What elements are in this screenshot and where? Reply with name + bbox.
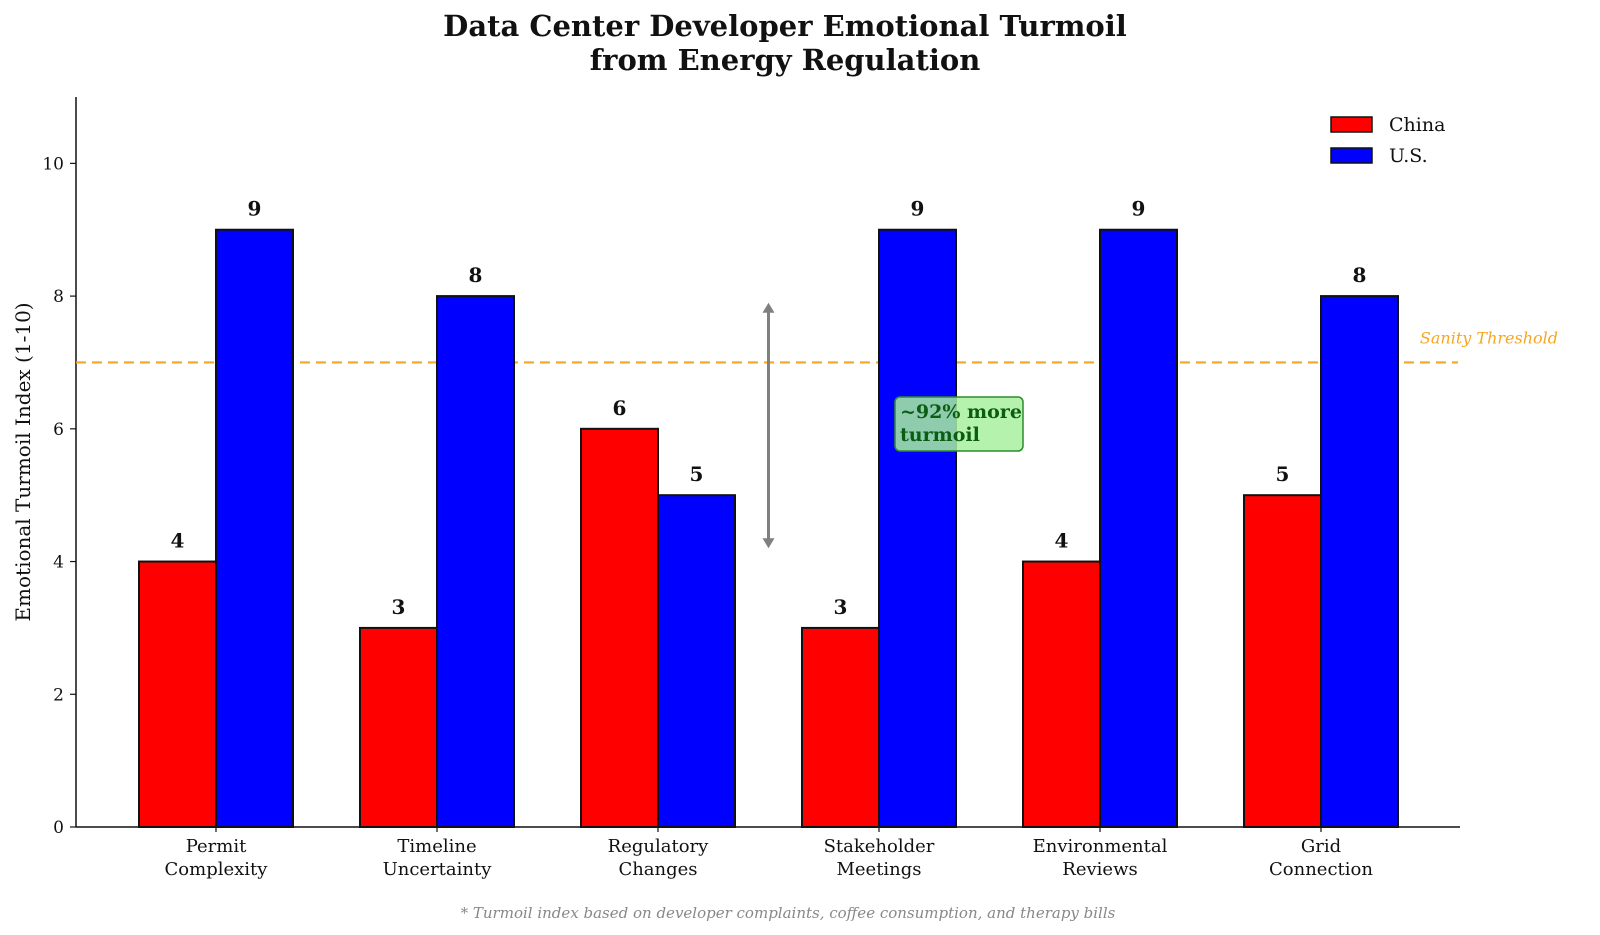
x-tick-label: Stakeholder bbox=[824, 836, 935, 857]
x-tick-label: Complexity bbox=[165, 859, 269, 880]
annotation-box bbox=[894, 396, 1024, 452]
bar-us-4 bbox=[1099, 228, 1178, 828]
legend-label: China bbox=[1389, 114, 1445, 136]
plot-area: 0 2 4 6 8 10 Sanity Threshold 4 3 6 3 4 5 9 8 5 9 9 8 Permi… bbox=[42, 97, 1558, 880]
bar-china-1 bbox=[359, 626, 438, 829]
y-tick-label: 4 bbox=[53, 553, 64, 573]
y-tick-label: 0 bbox=[53, 818, 64, 838]
bar-us-2 bbox=[657, 494, 736, 828]
chart-title-line-1: Data Center Developer Emotional Turmoil bbox=[443, 9, 1127, 43]
arrow-up-icon bbox=[762, 302, 775, 313]
data-label: 4 bbox=[171, 529, 185, 553]
sanity-threshold-label: Sanity Threshold bbox=[1420, 328, 1558, 347]
data-label: 5 bbox=[1276, 462, 1290, 486]
data-label: 8 bbox=[469, 263, 483, 287]
legend-label: U.S. bbox=[1389, 145, 1428, 167]
bar-us-0 bbox=[215, 228, 294, 828]
chart-title-line-2: from Energy Regulation bbox=[590, 43, 981, 77]
legend-swatch bbox=[1330, 116, 1373, 133]
x-tick-label: Grid bbox=[1301, 836, 1341, 857]
data-label: 3 bbox=[834, 595, 848, 619]
data-label: 3 bbox=[392, 595, 406, 619]
data-label: 8 bbox=[1353, 263, 1367, 287]
bar-china-3 bbox=[801, 626, 880, 829]
bar-china-5 bbox=[1243, 494, 1322, 828]
bar-us-1 bbox=[436, 295, 515, 829]
bar-us-5 bbox=[1320, 295, 1399, 829]
bar-china-0 bbox=[138, 560, 217, 829]
data-label: 9 bbox=[911, 197, 925, 221]
data-label: 9 bbox=[1132, 197, 1146, 221]
y-tick-label: 8 bbox=[53, 287, 64, 307]
data-label: 5 bbox=[690, 462, 704, 486]
bar-us-3 bbox=[878, 228, 957, 828]
arrow-down-icon bbox=[762, 538, 775, 549]
bar-china-4 bbox=[1022, 560, 1101, 829]
x-tick-label: Meetings bbox=[836, 859, 921, 880]
y-tick-label: 6 bbox=[53, 420, 64, 440]
x-tick-label: Environmental bbox=[1033, 836, 1168, 857]
footnote: * Turmoil index based on developer compl… bbox=[461, 904, 1116, 922]
bar-china-2 bbox=[580, 427, 659, 828]
y-tick-label: 2 bbox=[53, 685, 64, 705]
data-label: 6 bbox=[613, 396, 627, 420]
x-tick-label: Permit bbox=[186, 836, 247, 857]
annotation-text: ~92% more bbox=[900, 401, 1022, 423]
data-label: 4 bbox=[1055, 529, 1069, 553]
annotation-text: turmoil bbox=[900, 424, 980, 446]
x-tick-label: Reviews bbox=[1062, 859, 1137, 880]
x-tick-label: Connection bbox=[1269, 859, 1373, 880]
data-label: 9 bbox=[248, 197, 262, 221]
x-tick-label: Timeline bbox=[397, 836, 476, 857]
x-tick-label: Uncertainty bbox=[383, 859, 493, 880]
y-tick-label: 10 bbox=[42, 154, 64, 174]
x-tick-label: Changes bbox=[618, 859, 697, 880]
legend-swatch bbox=[1330, 147, 1373, 164]
y-axis-label: Emotional Turmoil Index (1-10) bbox=[11, 302, 35, 621]
x-tick-label: Regulatory bbox=[608, 836, 709, 857]
